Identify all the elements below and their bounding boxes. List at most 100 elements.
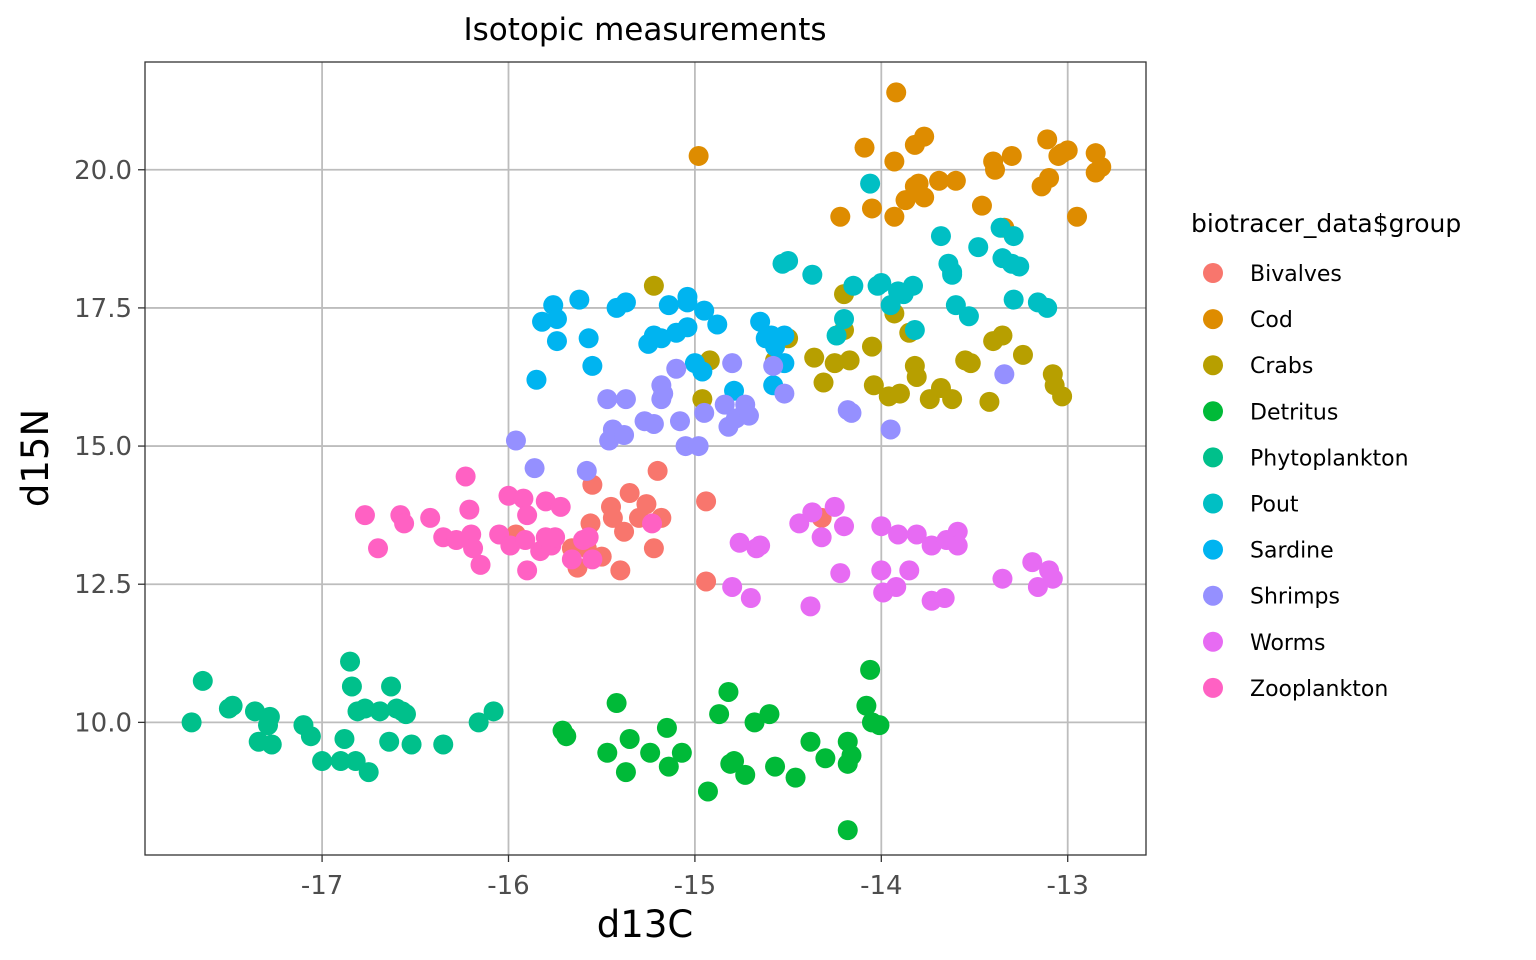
data-point [804,347,825,368]
data-point [222,695,243,716]
data-point [958,306,979,327]
data-point [614,425,635,446]
data-point [550,496,571,517]
data-point [498,485,519,506]
data-point [886,576,907,597]
data-point [615,292,636,313]
data-point [606,693,627,714]
data-point [261,734,282,755]
data-point [738,405,759,426]
data-point [871,560,892,581]
data-point [841,402,862,423]
legend-key [1203,309,1223,330]
legend-items: Bivalves Cod Crabs Detritus Phytoplankton Pou… [1203,262,1409,702]
data-point [724,751,745,772]
data-point [345,751,366,772]
data-point [759,704,780,725]
data-point [707,314,728,335]
series-crabs [643,275,1073,412]
data-point [459,499,480,520]
data-point [636,494,657,515]
data-point [647,460,668,481]
data-point [837,820,858,841]
data-point [597,389,618,410]
data-point [947,535,968,556]
data-point [642,513,663,534]
data-point [354,505,375,526]
data-point [744,712,765,733]
data-point [1067,206,1088,227]
data-point [722,576,743,597]
data-point [556,726,577,747]
data-point [979,391,1000,412]
data-point [834,516,855,537]
data-point [761,325,782,346]
data-point [800,596,821,617]
data-point [576,460,597,481]
legend-key [1203,585,1223,606]
data-point [830,563,851,584]
data-point [640,742,661,763]
series-phytoplankton [181,651,504,783]
data-point [945,170,966,191]
data-point [813,372,834,393]
data-point [899,560,920,581]
y-tick-label: 10.0 [74,708,132,738]
data-point [619,728,640,749]
data-point [1042,568,1063,589]
legend-label: Phytoplankton [1250,446,1409,471]
data-point [578,527,599,548]
data-points [181,82,1112,841]
data-point [259,706,280,727]
data-point [824,496,845,517]
data-point [515,530,536,551]
data-point [1009,256,1030,277]
data-point [906,366,927,387]
data-point [517,505,538,526]
data-point [968,237,989,258]
data-point [330,751,351,772]
data-point [401,734,422,755]
data-point [934,588,955,609]
data-point [354,698,375,719]
data-point [470,554,491,575]
legend-label: Sardine [1250,539,1334,564]
x-tick-label: -13 [1046,871,1088,901]
data-point [643,413,664,434]
data-point [615,389,636,410]
data-point [532,311,553,332]
legend-key [1203,493,1223,514]
data-point [619,483,640,504]
data-point [802,264,823,285]
data-point [785,767,806,788]
data-point [884,206,905,227]
data-point [181,712,202,733]
series-shrimps [505,353,1015,481]
data-point [651,328,672,349]
data-point [839,350,860,371]
data-point [1027,576,1048,597]
data-point [904,320,925,341]
y-tick-label: 17.5 [74,294,132,324]
legend-label: Detritus [1250,400,1338,425]
data-point [714,394,735,415]
data-point [886,82,907,103]
data-point [763,355,784,376]
data-point [871,516,892,537]
data-point [1037,297,1058,318]
legend: biotracer_data$group Bivalves Cod Crabs Det… [1191,209,1461,702]
data-point [765,756,786,777]
data-point [677,317,698,338]
data-point [1037,129,1058,150]
data-point [312,751,333,772]
data-point [455,466,476,487]
data-point [688,436,709,457]
series-cod [688,82,1112,238]
data-point [930,226,951,247]
plot-panel-border [144,61,1147,856]
data-point [677,292,698,313]
data-point [856,695,877,716]
data-point [546,331,567,352]
legend-key [1203,677,1223,698]
data-point [843,275,864,296]
